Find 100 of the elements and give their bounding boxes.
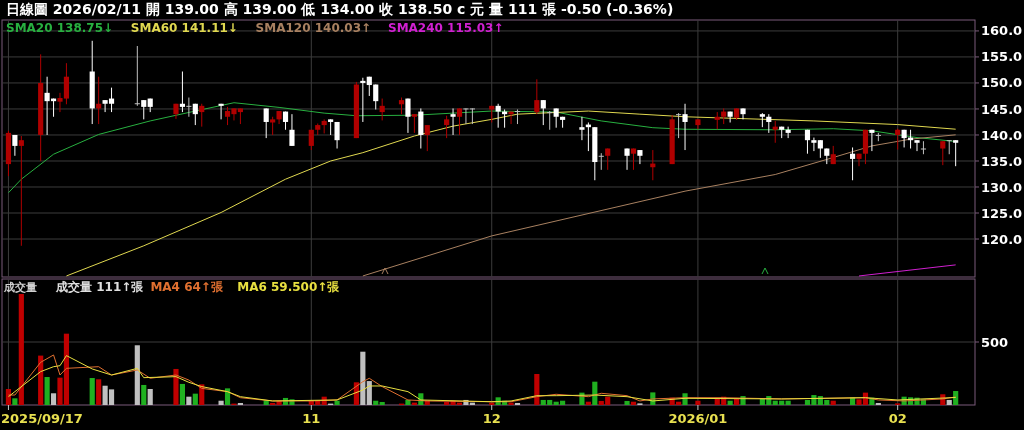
- candlestick: [141, 99, 147, 120]
- bar: [186, 396, 192, 405]
- candlestick: [637, 149, 643, 165]
- candlestick: [553, 107, 559, 129]
- candlestick: [186, 97, 192, 118]
- bar: [173, 368, 179, 405]
- candlestick: [895, 128, 901, 151]
- bar: [366, 381, 372, 405]
- chart-title: 成交量: [3, 281, 37, 294]
- bar: [134, 345, 140, 405]
- candlestick: [179, 71, 185, 113]
- candlestick: [405, 98, 411, 134]
- candlestick: [598, 152, 604, 171]
- x-tick-label: 11: [302, 411, 321, 426]
- candlestick: [953, 139, 959, 167]
- bar: [405, 399, 411, 405]
- candlestick: [547, 110, 553, 131]
- y-tick-label: 145.0: [981, 101, 1023, 117]
- bar: [785, 400, 791, 405]
- y-tick-label: 125.0: [981, 205, 1023, 221]
- candlestick: [766, 113, 772, 134]
- candlestick: [940, 140, 946, 166]
- candlestick: [676, 112, 682, 139]
- bar: [50, 393, 57, 405]
- bar: [224, 388, 231, 405]
- bar: [727, 400, 733, 405]
- candlestick: [18, 135, 24, 247]
- y-tick-label: 500: [981, 334, 1009, 350]
- y-tick-label: 150.0: [981, 75, 1023, 91]
- candlestick: [418, 107, 424, 149]
- candlestick: [862, 129, 869, 165]
- bar: [270, 402, 276, 405]
- candlestick: [946, 139, 952, 155]
- y-tick-label: 135.0: [981, 153, 1023, 169]
- candlestick: [740, 107, 746, 120]
- candlestick: [199, 103, 205, 128]
- candlestick: [456, 107, 463, 136]
- candlestick: [579, 116, 585, 141]
- line-series: [65, 110, 957, 277]
- bar: [875, 402, 881, 405]
- bar: [18, 293, 24, 405]
- chart-title: 日線圖 2026/02/11 開 139.00 高 139.00 低 134.00 收 138.50 c 元 量 111 張 -0.50 (-0.36%): [6, 1, 674, 17]
- candlestick: [914, 139, 920, 152]
- bar: [624, 400, 630, 405]
- candlestick: [270, 116, 276, 136]
- bar: [946, 399, 952, 405]
- line-series: [362, 134, 957, 277]
- text: MA6 59.500↑張: [237, 280, 341, 294]
- candlestick: [373, 84, 379, 110]
- candlestick: [811, 137, 817, 152]
- y-tick-label: 155.0: [981, 49, 1023, 65]
- candlestick: [901, 129, 907, 148]
- candlestick: [134, 45, 140, 107]
- candlestick: [360, 77, 366, 123]
- text: SMA60 141.11↓: [130, 21, 238, 35]
- bar: [514, 402, 521, 405]
- candlestick: [379, 98, 385, 121]
- bar: [12, 398, 18, 405]
- bar: [373, 400, 379, 405]
- candlestick: [424, 124, 430, 152]
- x-tick-label: 2026/01: [668, 411, 728, 426]
- bar: [237, 402, 243, 405]
- candlestick: [514, 108, 521, 125]
- candlestick: [785, 126, 791, 139]
- bar: [695, 400, 701, 405]
- text: MA4 64↑張: [150, 280, 224, 294]
- candlestick: [727, 111, 733, 123]
- x-tick-label: 2025/09/17: [1, 411, 83, 426]
- bar: [334, 400, 340, 405]
- bar: [179, 383, 185, 405]
- candlestick: [772, 120, 778, 144]
- y-tick-label: 130.0: [981, 179, 1023, 195]
- candlestick: [495, 103, 501, 129]
- candlestick: [263, 107, 269, 139]
- candlestick: [920, 140, 927, 155]
- candlestick: [450, 107, 456, 136]
- bar: [192, 393, 198, 405]
- bar: [44, 377, 50, 405]
- candlestick: [334, 121, 340, 149]
- bar: [734, 398, 740, 405]
- text: SMA20 138.75↓: [6, 21, 114, 35]
- y-tick-label: 140.0: [981, 127, 1023, 143]
- candlestick: [849, 146, 856, 181]
- bar: [953, 391, 959, 405]
- bar: [141, 384, 147, 405]
- bar: [147, 389, 153, 405]
- x-tick-label: 12: [482, 411, 501, 426]
- candlestick: [534, 78, 540, 115]
- candlestick: [411, 113, 417, 134]
- candlestick: [540, 99, 546, 126]
- text: SMA240 115.03↑: [388, 21, 504, 35]
- text: SMA120 140.03↑: [255, 21, 372, 35]
- candlestick: [682, 103, 688, 151]
- candlestick: [444, 115, 450, 139]
- bar: [830, 400, 836, 405]
- bar: [89, 378, 95, 405]
- x-tick-label: 02: [888, 411, 907, 426]
- y-tick-label: 120.0: [981, 231, 1023, 247]
- candlestick: [218, 103, 224, 120]
- candlestick: [289, 113, 295, 147]
